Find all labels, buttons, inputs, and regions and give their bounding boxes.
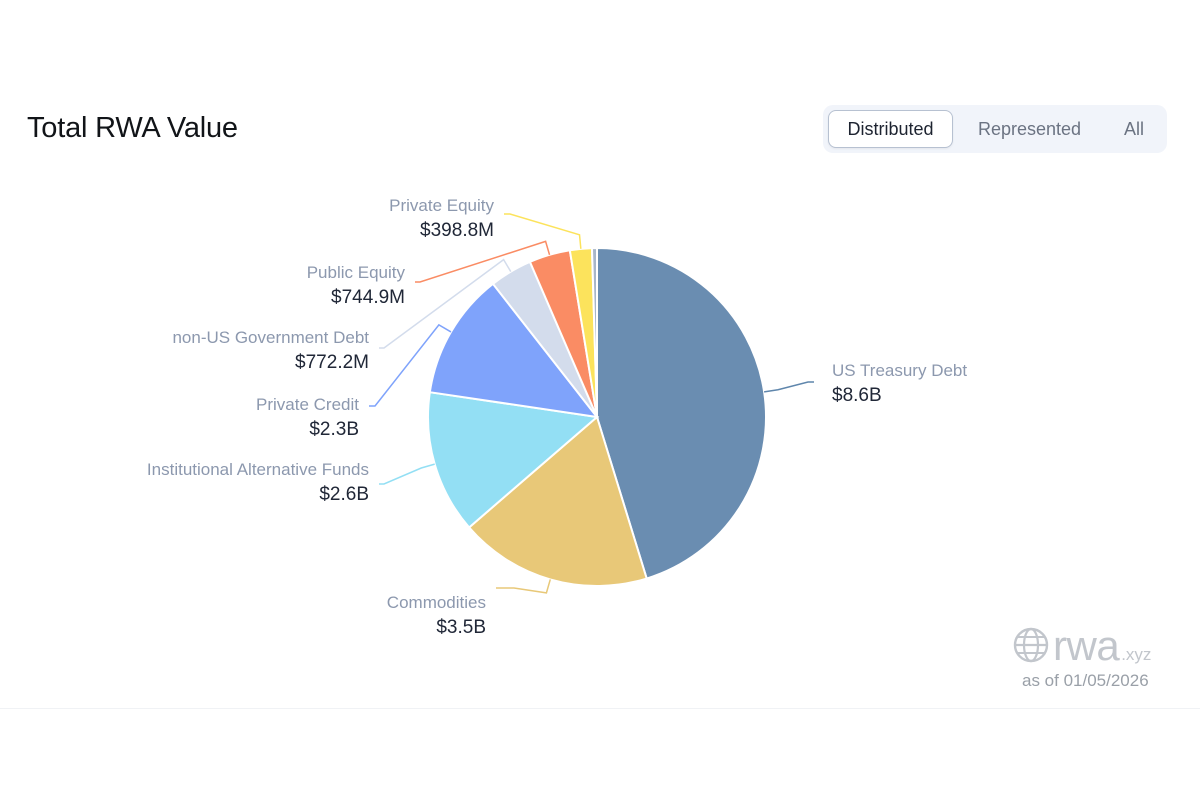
leader-line xyxy=(415,240,551,283)
globe-icon xyxy=(1013,627,1049,663)
as-of-date: as of 01/05/2026 xyxy=(1022,671,1149,690)
slice-label-value: $3.5B xyxy=(436,617,486,638)
leader-line xyxy=(496,579,552,594)
slice-label-name: Private Equity xyxy=(389,196,494,215)
pie-slice-other[interactable] xyxy=(590,246,598,418)
pie-chart: US Treasury Debt $8.6B Commodities $3.5B Ins… xyxy=(147,196,967,638)
toggle-all[interactable]: All xyxy=(1123,118,1144,139)
slice-label-value: $8.6B xyxy=(832,385,882,406)
pie-slice-us-treasury-debt[interactable] xyxy=(596,246,767,580)
leader-line xyxy=(379,258,512,349)
slice-label-value: $398.8M xyxy=(420,220,494,241)
slice-label-value: $744.9M xyxy=(331,287,405,308)
chart-card: Total RWA Value Distributed Represented … xyxy=(0,105,1200,709)
slice-label-name: Private Credit xyxy=(256,395,359,414)
leader-line xyxy=(379,463,435,485)
brand-suffix: .xyz xyxy=(1121,645,1152,664)
slice-label-value: $772.2M xyxy=(295,352,369,373)
view-toggle-group: Distributed Represented All xyxy=(823,105,1167,153)
slice-label-name: Public Equity xyxy=(307,263,406,282)
pie-slice-commodities[interactable] xyxy=(467,415,648,587)
leader-line xyxy=(369,323,452,407)
slice-label-name: non-US Government Debt xyxy=(172,328,369,347)
toggle-represented[interactable]: Represented xyxy=(977,118,1082,139)
leader-line xyxy=(504,213,582,249)
leader-line xyxy=(764,381,814,393)
toggle-distributed[interactable]: Distributed xyxy=(828,110,953,148)
brand-logo: rwa .xyz xyxy=(1012,622,1152,669)
slice-label-value: $2.3B xyxy=(309,419,359,440)
slice-label-name: US Treasury Debt xyxy=(832,361,967,380)
brand-wordmark: rwa xyxy=(1053,622,1120,669)
slice-label-value: $2.6B xyxy=(319,484,369,505)
page-title: Total RWA Value xyxy=(27,112,238,144)
slice-label-name: Institutional Alternative Funds xyxy=(147,460,369,479)
slice-label-name: Commodities xyxy=(387,593,486,612)
